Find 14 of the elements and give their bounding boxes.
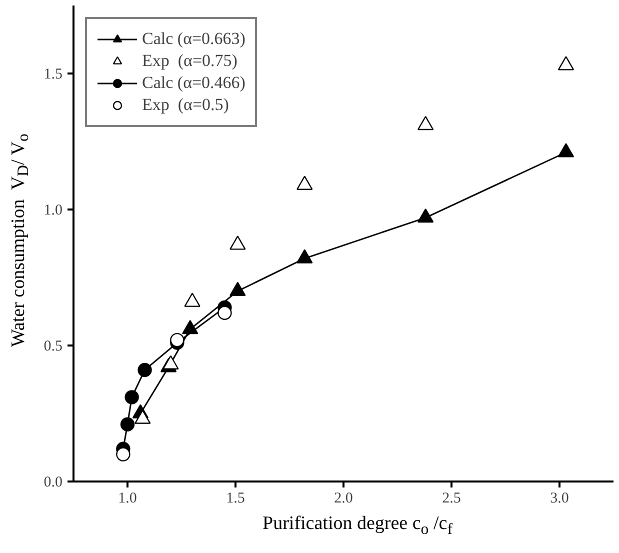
- x-tick-label: 2.5: [442, 490, 461, 506]
- legend-label: Calc (α=0.663): [142, 29, 246, 49]
- legend-label: Exp (α=0.75): [142, 51, 238, 71]
- x-tick-label: 2.0: [334, 490, 353, 506]
- y-tick-label: 1.5: [44, 66, 62, 82]
- y-tick-label: 1.0: [44, 202, 62, 218]
- x-axis-title: Purification degree c$_{o}$ /c$_{f}$: [262, 512, 454, 540]
- legend-label: Exp (α=0.5): [142, 95, 229, 115]
- x-tick-label: 3.0: [550, 490, 569, 506]
- x-tick-label: 1.0: [118, 490, 137, 506]
- x-tick-label: 1.5: [226, 490, 245, 506]
- y-tick-label: 0.0: [44, 474, 62, 490]
- legend-label: Calc (α=0.466): [142, 73, 246, 93]
- y-tick-label: 0.5: [44, 338, 62, 354]
